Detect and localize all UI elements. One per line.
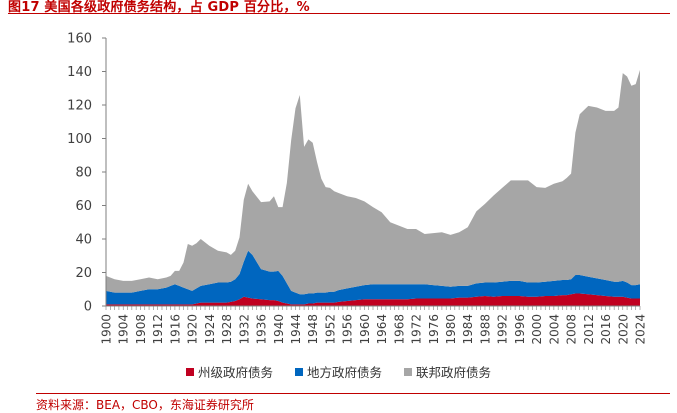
y-tick-label: 40 (75, 233, 92, 248)
legend-label: 州级政府债务 (197, 365, 273, 380)
x-tick-label: 1904 (117, 314, 131, 345)
x-tick-label: 1900 (100, 314, 114, 345)
x-tick-label: 1916 (168, 314, 182, 345)
area-series-3 (106, 69, 640, 295)
x-tick-label: 1992 (496, 314, 510, 345)
x-tick-label: 1936 (255, 314, 269, 345)
x-tick-label: 1928 (220, 314, 234, 345)
legend-swatch (404, 367, 412, 376)
x-tick-label: 2020 (616, 314, 630, 345)
x-tick-label: 2024 (634, 314, 648, 345)
area-series-group (106, 69, 640, 306)
area-series-2 (106, 250, 640, 305)
figure-title: 图17 美国各级政府债务结构，占 GDP 百分比，% (8, 0, 310, 15)
x-tick-label: 1980 (444, 314, 458, 345)
x-tick-label: 1940 (272, 314, 286, 345)
x-tick-label: 2000 (530, 314, 544, 345)
bottom-rule (36, 393, 670, 394)
x-tick-label: 2016 (599, 314, 613, 345)
y-tick-label: 0 (84, 300, 92, 315)
x-tick-label: 1996 (513, 314, 527, 345)
y-tick-label: 120 (67, 99, 92, 114)
x-tick-label: 1968 (392, 314, 406, 345)
x-tick-label: 1956 (341, 314, 355, 345)
x-tick-label: 1984 (461, 314, 475, 345)
top-rule (8, 13, 670, 14)
area-series-1 (106, 293, 640, 306)
y-tick-label: 100 (67, 132, 92, 147)
x-tick-label: 1912 (151, 314, 165, 345)
legend-label: 地方政府债务 (306, 365, 382, 380)
x-tick-label: 1920 (186, 314, 200, 345)
x-tick-label: 2012 (582, 314, 596, 345)
x-tick-label: 1972 (410, 314, 424, 345)
x-tick-label: 1952 (323, 314, 337, 345)
x-tick-label: 1944 (289, 314, 303, 345)
x-tick-label: 1932 (237, 314, 251, 345)
legend-item-3: 联邦政府债务 (404, 362, 491, 381)
chart-legend: 州级政府债务 地方政府债务 联邦政府债务 (0, 362, 677, 381)
x-tick-label: 1948 (306, 314, 320, 345)
y-tick-label: 160 (67, 32, 92, 47)
x-tick-label: 1908 (134, 314, 148, 345)
legend-label: 联邦政府债务 (416, 365, 492, 380)
y-tick-label: 140 (67, 65, 92, 80)
x-tick-label: 1924 (203, 314, 217, 345)
y-axis: 0 20 40 60 80 100 120 140 160 (67, 32, 107, 315)
x-tick-label: 1964 (375, 314, 389, 345)
x-axis: 1900 1904 1908 1912 1916 1920 1924 1928 1932 1936… (100, 305, 648, 345)
x-tick-label: 1988 (478, 314, 492, 345)
x-tick-label: 2004 (547, 314, 561, 345)
x-tick-label: 1960 (358, 314, 372, 345)
legend-item-2: 地方政府债务 (294, 362, 382, 381)
legend-item-1: 州级政府债务 (185, 362, 273, 381)
legend-swatch (185, 367, 194, 376)
y-tick-label: 20 (75, 266, 92, 281)
x-tick-label: 2008 (565, 314, 579, 345)
x-tick-label: 1976 (427, 314, 441, 345)
y-tick-label: 80 (75, 166, 92, 181)
y-tick-label: 60 (75, 199, 92, 214)
legend-swatch (294, 367, 303, 376)
